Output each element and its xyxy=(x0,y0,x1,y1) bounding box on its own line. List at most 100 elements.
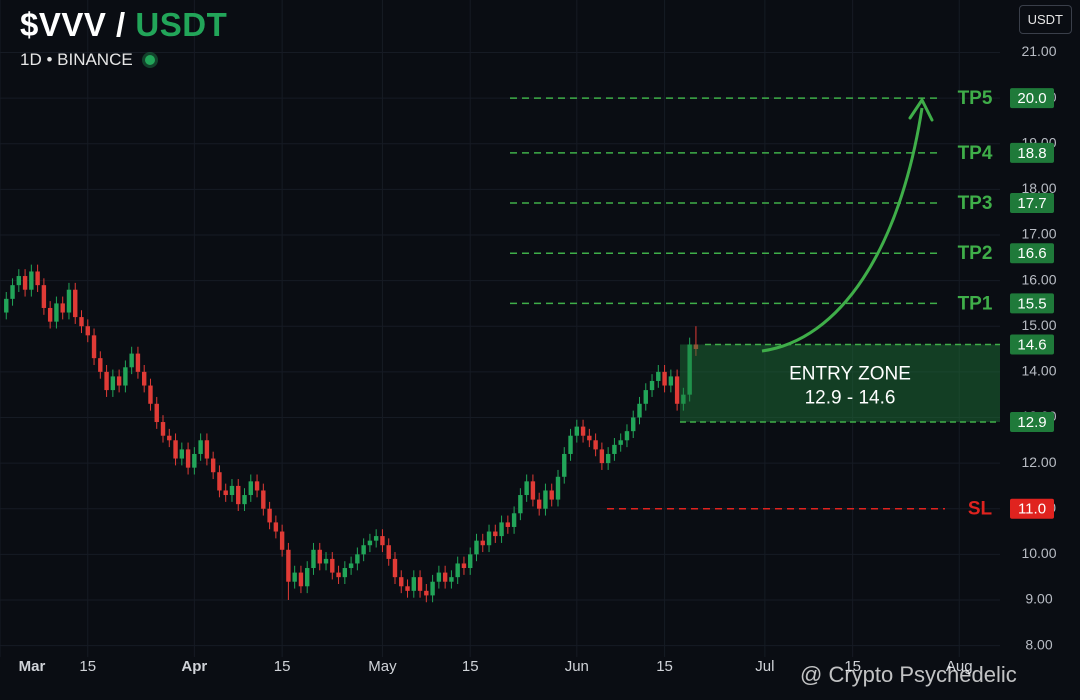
candle-body xyxy=(480,540,485,546)
candle-body xyxy=(261,490,266,509)
candle-body xyxy=(631,417,636,432)
price-tag-label: 15.5 xyxy=(1017,295,1046,312)
candle-body xyxy=(279,531,285,550)
y-tick-label: 9.00 xyxy=(1025,591,1052,607)
y-tick-label: 10.00 xyxy=(1021,545,1056,561)
timeframe-exchange: 1D • BINANCE xyxy=(20,50,133,69)
candle-body xyxy=(580,426,586,436)
candle-body xyxy=(342,568,348,578)
candle-body xyxy=(4,298,9,313)
candle-body xyxy=(587,435,592,441)
candle-body xyxy=(173,440,178,459)
candle-body xyxy=(511,513,517,527)
x-tick-label: 15 xyxy=(656,658,673,675)
candle-body xyxy=(29,271,34,290)
candle-body xyxy=(16,276,22,286)
candle-body xyxy=(73,289,78,318)
price-tag-label: 11.0 xyxy=(1018,501,1046,518)
y-tick-label: 14.00 xyxy=(1021,363,1056,379)
candle-body xyxy=(612,444,617,454)
candle-body xyxy=(618,440,623,445)
candle-body xyxy=(311,549,316,569)
candle-body xyxy=(536,499,542,509)
candle-body xyxy=(348,563,354,569)
candle-body xyxy=(624,431,630,441)
candle-body xyxy=(605,453,611,464)
candle-body xyxy=(98,358,103,372)
x-tick-label: Jun xyxy=(565,658,589,675)
candle-body xyxy=(499,522,504,537)
candle-body xyxy=(330,558,335,573)
price-tag xyxy=(1010,193,1054,214)
candle-body xyxy=(505,522,511,527)
candle-body xyxy=(681,394,686,404)
candle-body xyxy=(41,285,47,308)
candle-body xyxy=(167,435,172,441)
candle-body xyxy=(593,440,598,450)
candle-body xyxy=(85,326,90,336)
candle-body xyxy=(518,495,523,514)
symbol-title: $VVV / USDT xyxy=(20,6,227,44)
candle-body xyxy=(562,453,567,477)
candle-body xyxy=(129,353,134,368)
candle-body xyxy=(60,303,65,313)
candle-body xyxy=(367,540,373,546)
price-tag-label: 20.0 xyxy=(1017,90,1046,107)
overlay: ENTRY ZONE 12.9 - 14.6 TP5 TP4 TP3 TP2 TP1 SL xyxy=(510,88,1000,520)
candle-body xyxy=(493,531,498,537)
candle-body xyxy=(486,531,492,546)
candle-body xyxy=(223,490,228,496)
x-tick-label: 15 xyxy=(844,658,861,675)
x-tick-label: May xyxy=(368,658,397,675)
candle-body xyxy=(229,485,235,496)
currency-button[interactable]: USDT xyxy=(1018,5,1072,34)
candle-body xyxy=(179,449,185,459)
x-tick-label: 15 xyxy=(79,658,96,675)
candle-body xyxy=(662,371,667,386)
price-tag xyxy=(1010,498,1054,519)
header: $VVV / USDT 1D • BINANCE xyxy=(20,6,227,70)
candle-body xyxy=(305,568,310,587)
candle-body xyxy=(116,376,122,386)
level-name: SL xyxy=(968,499,993,520)
candle-body xyxy=(693,344,699,350)
base-symbol: $VVV / xyxy=(20,6,126,43)
candle-body xyxy=(468,554,473,569)
candle-body xyxy=(323,558,329,564)
price-tag xyxy=(1010,88,1054,109)
level-name: TP2 xyxy=(958,243,993,264)
candle-body xyxy=(66,289,72,313)
candle-body xyxy=(637,403,642,418)
y-tick-label: 15.00 xyxy=(1021,317,1056,333)
candle-body xyxy=(160,422,166,436)
candle-body xyxy=(361,545,366,555)
x-tick-label: Apr xyxy=(181,658,207,675)
candle-body xyxy=(148,385,153,404)
candles xyxy=(4,264,699,603)
candle-body xyxy=(555,476,561,500)
level-name: TP1 xyxy=(958,293,993,314)
candle-body xyxy=(455,563,460,578)
candle-body xyxy=(674,376,680,404)
candle-body xyxy=(142,371,147,386)
candle-body xyxy=(292,572,297,582)
candle-body xyxy=(298,572,304,587)
candle-body xyxy=(198,440,203,454)
candle-body xyxy=(417,577,423,591)
price-tag xyxy=(1010,293,1054,314)
level-name: TP5 xyxy=(958,88,993,109)
candle-body xyxy=(524,481,529,496)
candle-body xyxy=(380,536,385,546)
y-tick-label: 17.00 xyxy=(1021,226,1056,242)
candle-body xyxy=(549,490,554,500)
candle-body xyxy=(668,376,674,386)
candle-body xyxy=(217,472,222,491)
price-tag xyxy=(1010,142,1054,163)
candle-body xyxy=(104,371,109,391)
candle-body xyxy=(47,307,53,322)
target-arrow-head xyxy=(908,98,934,122)
candle-body xyxy=(530,481,536,500)
candle-body xyxy=(22,276,28,290)
candle-body xyxy=(336,572,341,578)
